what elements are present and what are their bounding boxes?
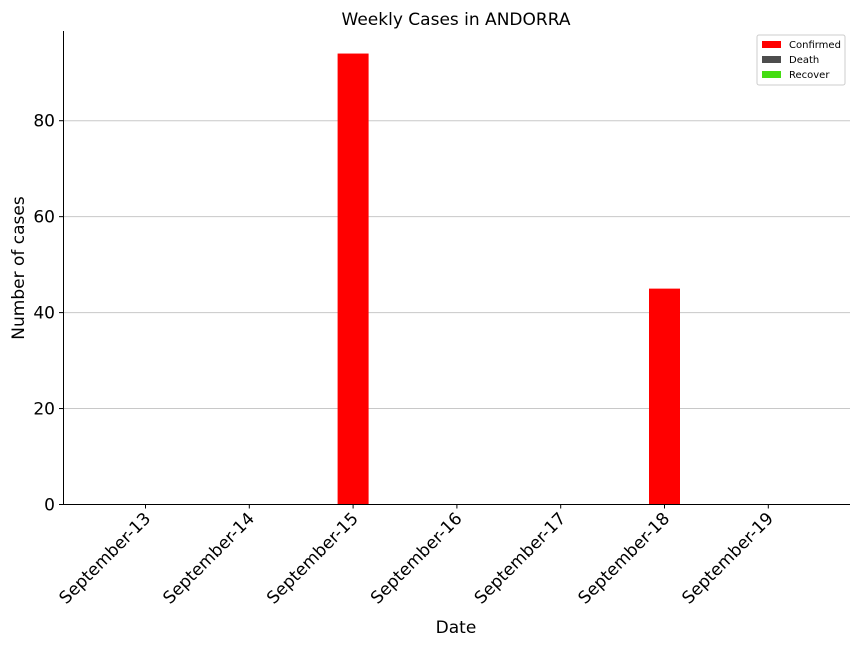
y-ticks: 0 20 40 60 80 [33, 112, 63, 516]
y-tick-label: 0 [44, 496, 55, 516]
x-tick-label: September-18 [575, 509, 674, 608]
y-axis-label: Number of cases [9, 196, 29, 340]
y-tick-label: 60 [33, 208, 55, 228]
chart-title: Weekly Cases in ANDORRA [342, 10, 571, 30]
legend-swatch-confirmed [762, 41, 781, 48]
legend-swatch-death [762, 56, 781, 63]
y-tick-label: 20 [33, 400, 55, 420]
legend-label-death: Death [789, 55, 819, 66]
legend: Confirmed Death Recover [756, 34, 846, 86]
bar-confirmed-september-18 [649, 288, 680, 505]
grid-lines [63, 120, 850, 410]
y-tick-label: 80 [33, 112, 55, 132]
x-tick-label: September-19 [678, 509, 777, 608]
x-tick-label: September-13 [56, 509, 155, 608]
axes [63, 31, 850, 505]
x-axis-label: Date [436, 618, 477, 638]
x-tick-label: September-14 [159, 509, 258, 608]
legend-label-recover: Recover [789, 70, 830, 81]
x-tick-label: September-17 [471, 509, 570, 608]
bars [337, 53, 680, 505]
legend-swatch-recover [762, 71, 781, 78]
legend-label-confirmed: Confirmed [789, 40, 841, 51]
x-ticks: September-13 September-14 September-15 Sept… [56, 504, 778, 608]
y-tick-label: 40 [33, 304, 55, 324]
x-tick-label: September-15 [263, 509, 362, 608]
bar-confirmed-september-15 [337, 53, 369, 505]
x-tick-label: September-16 [367, 509, 466, 608]
